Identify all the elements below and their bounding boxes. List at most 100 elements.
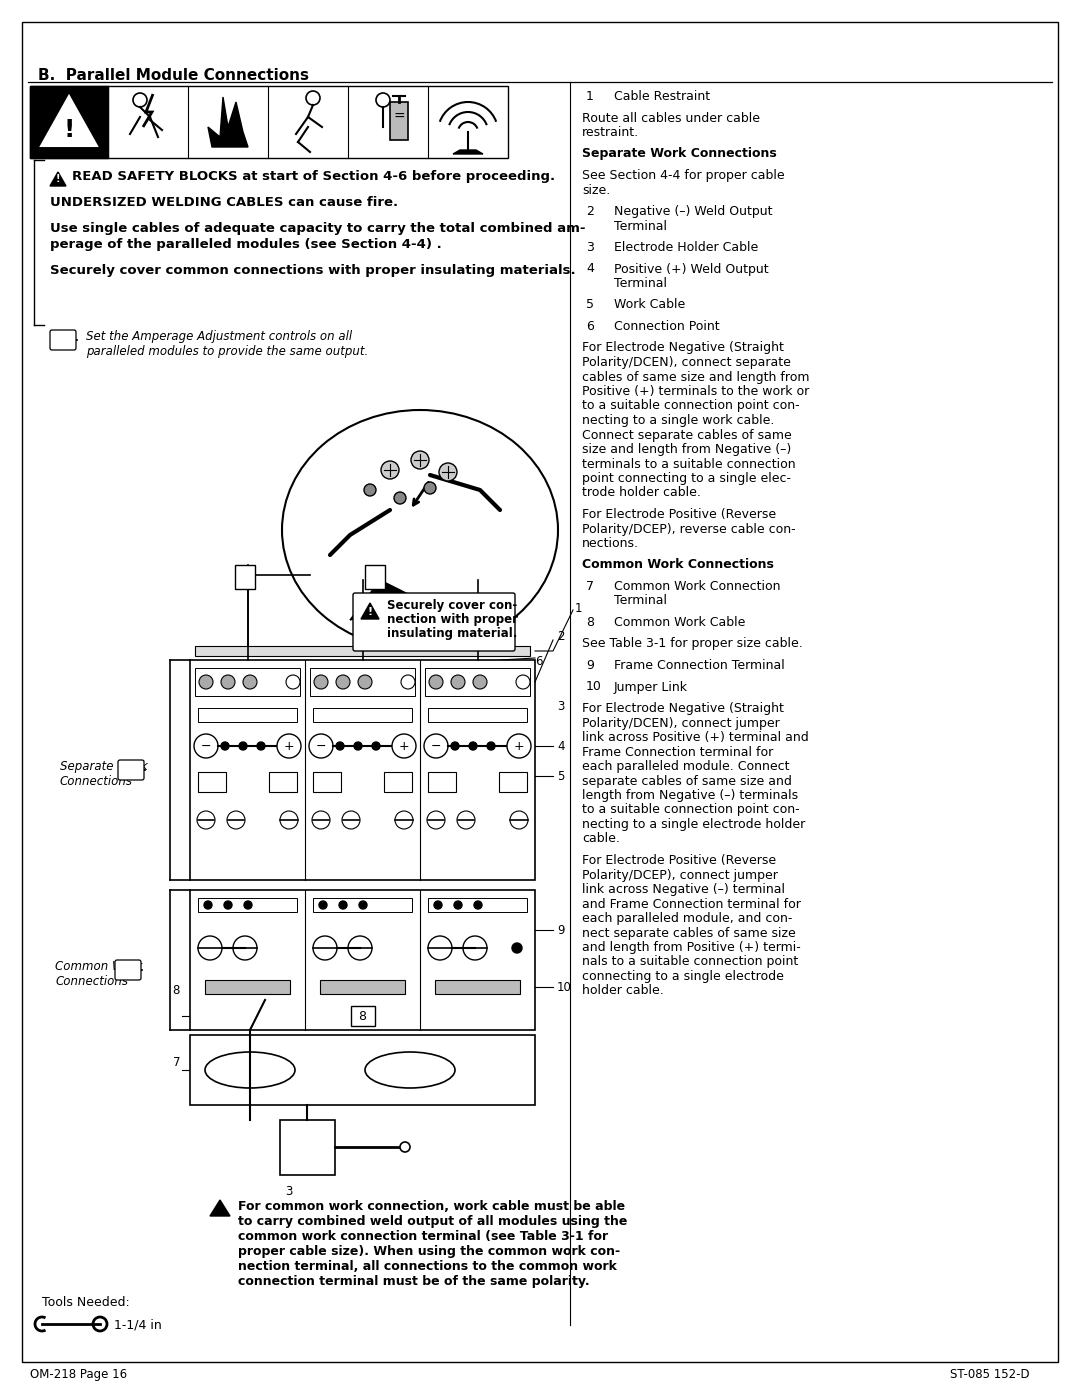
Text: 9: 9 — [557, 923, 565, 937]
Bar — [198, 773, 226, 792]
Text: cable.: cable. — [582, 833, 620, 845]
Text: length from Negative (–) terminals: length from Negative (–) terminals — [582, 789, 798, 802]
Bar — [30, 87, 508, 158]
Polygon shape — [361, 604, 379, 619]
Circle shape — [427, 812, 445, 828]
Text: −: − — [431, 739, 442, 753]
Circle shape — [428, 936, 453, 960]
Text: For Electrode Negative (Straight: For Electrode Negative (Straight — [582, 341, 784, 355]
Text: separate cables of same size and: separate cables of same size and — [582, 774, 792, 788]
Text: perage of the paralleled modules (see Section 4-4) .: perage of the paralleled modules (see Se… — [50, 237, 442, 251]
Text: Terminal: Terminal — [615, 277, 667, 291]
Text: Positive (+) terminals to the work or: Positive (+) terminals to the work or — [582, 386, 809, 398]
Text: terminals to a suitable connection: terminals to a suitable connection — [582, 457, 796, 471]
Text: Common Work Connections: Common Work Connections — [582, 559, 774, 571]
Text: nection terminal, all connections to the common work: nection terminal, all connections to the… — [238, 1260, 617, 1273]
Text: ST-085 152-D: ST-085 152-D — [950, 1368, 1029, 1382]
Text: Connect separate cables of same: Connect separate cables of same — [582, 429, 792, 441]
Circle shape — [339, 901, 347, 909]
Text: insulating material.: insulating material. — [387, 627, 517, 640]
Circle shape — [319, 901, 327, 909]
Text: nection with proper: nection with proper — [387, 613, 518, 626]
Text: Connection Point: Connection Point — [615, 320, 719, 332]
Text: 3: 3 — [557, 700, 565, 712]
Bar — [198, 898, 297, 912]
Bar — [310, 668, 415, 696]
Text: 6: 6 — [586, 320, 594, 332]
Text: 1: 1 — [586, 89, 594, 103]
Text: size and length from Negative (–): size and length from Negative (–) — [582, 443, 792, 455]
Circle shape — [243, 675, 257, 689]
Text: !: ! — [56, 175, 60, 184]
Text: −: − — [315, 739, 326, 753]
Text: 10: 10 — [586, 680, 602, 693]
Bar — [313, 898, 411, 912]
Circle shape — [424, 733, 448, 759]
Circle shape — [199, 675, 213, 689]
Text: Polarity/DCEP), connect jumper: Polarity/DCEP), connect jumper — [582, 869, 778, 882]
Circle shape — [342, 812, 360, 828]
Text: +: + — [399, 739, 409, 753]
Text: cables of same size and length from: cables of same size and length from — [582, 370, 810, 384]
Text: to carry combined weld output of all modules using the: to carry combined weld output of all mod… — [238, 1215, 627, 1228]
FancyBboxPatch shape — [353, 592, 515, 651]
Bar — [198, 708, 297, 722]
Text: 5: 5 — [557, 770, 565, 782]
Text: necting to a single work cable.: necting to a single work cable. — [582, 414, 774, 427]
Text: each paralleled module, and con-: each paralleled module, and con- — [582, 912, 793, 925]
Text: each paralleled module. Connect: each paralleled module. Connect — [582, 760, 789, 773]
Bar — [390, 102, 408, 140]
Text: Route all cables under cable: Route all cables under cable — [582, 112, 760, 124]
Text: For common work connection, work cable must be able: For common work connection, work cable m… — [238, 1200, 625, 1213]
Circle shape — [194, 733, 218, 759]
Circle shape — [516, 675, 530, 689]
Circle shape — [354, 742, 362, 750]
Text: 7: 7 — [173, 1056, 180, 1070]
Text: nals to a suitable connection point: nals to a suitable connection point — [582, 956, 798, 968]
Polygon shape — [350, 580, 420, 620]
Text: 2: 2 — [586, 205, 594, 218]
Circle shape — [312, 812, 330, 828]
Circle shape — [244, 901, 252, 909]
Circle shape — [487, 742, 495, 750]
Bar — [499, 773, 527, 792]
Text: 8: 8 — [173, 983, 180, 996]
Circle shape — [314, 675, 328, 689]
Circle shape — [507, 733, 531, 759]
Text: proper cable size). When using the common work con-: proper cable size). When using the commo… — [238, 1245, 620, 1259]
Bar — [313, 708, 411, 722]
Circle shape — [451, 675, 465, 689]
Bar — [235, 564, 255, 590]
Circle shape — [336, 742, 345, 750]
Circle shape — [276, 733, 301, 759]
Circle shape — [197, 812, 215, 828]
Circle shape — [451, 742, 459, 750]
Text: common work connection terminal (see Table 3-1 for: common work connection terminal (see Tab… — [238, 1229, 608, 1243]
Bar — [195, 668, 300, 696]
Text: Polarity/DCEP), reverse cable con-: Polarity/DCEP), reverse cable con- — [582, 522, 796, 535]
Text: Terminal: Terminal — [615, 595, 667, 608]
Text: Polarity/DCEN), connect jumper: Polarity/DCEN), connect jumper — [582, 717, 780, 729]
Text: Use single cables of adequate capacity to carry the total combined am-: Use single cables of adequate capacity t… — [50, 222, 585, 235]
Circle shape — [280, 812, 298, 828]
Circle shape — [473, 675, 487, 689]
Bar — [205, 981, 291, 995]
Text: trode holder cable.: trode holder cable. — [582, 486, 701, 500]
Text: −: − — [201, 739, 212, 753]
Text: size.: size. — [582, 183, 610, 197]
Polygon shape — [208, 96, 248, 147]
Text: For Electrode Negative (Straight: For Electrode Negative (Straight — [582, 703, 784, 715]
Circle shape — [133, 94, 147, 108]
Text: Cable Restraint: Cable Restraint — [615, 89, 711, 103]
Text: =: = — [393, 110, 405, 124]
Text: Connections: Connections — [60, 775, 133, 788]
Bar — [435, 981, 519, 995]
Text: Work Cable: Work Cable — [615, 299, 685, 312]
Bar — [428, 898, 527, 912]
Text: 8: 8 — [586, 616, 594, 629]
Text: Set the Amperage Adjustment controls on all: Set the Amperage Adjustment controls on … — [86, 330, 352, 344]
Text: Separate Work Connections: Separate Work Connections — [582, 148, 777, 161]
Text: +: + — [514, 739, 524, 753]
Circle shape — [434, 901, 442, 909]
Circle shape — [336, 675, 350, 689]
